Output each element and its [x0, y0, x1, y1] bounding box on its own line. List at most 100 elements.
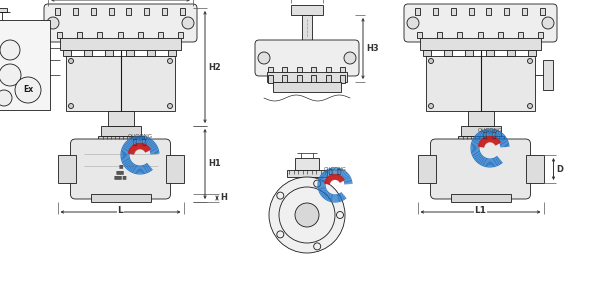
Circle shape: [0, 90, 12, 106]
Text: QUGONG: QUGONG: [477, 127, 503, 132]
Circle shape: [344, 52, 356, 64]
Bar: [458, 136, 503, 141]
Circle shape: [167, 103, 173, 109]
Bar: [287, 170, 327, 177]
Bar: [538, 32, 543, 38]
Circle shape: [295, 203, 319, 227]
Bar: [126, 50, 134, 56]
Text: D: D: [556, 164, 563, 173]
Bar: [63, 50, 71, 56]
Bar: [340, 67, 345, 72]
Bar: [144, 8, 149, 15]
Bar: [295, 158, 319, 170]
Bar: [450, 194, 510, 202]
FancyBboxPatch shape: [44, 4, 197, 42]
Circle shape: [258, 52, 270, 64]
Circle shape: [429, 58, 433, 64]
Bar: [180, 8, 185, 15]
FancyBboxPatch shape: [404, 4, 557, 42]
Bar: [418, 155, 435, 183]
Bar: [291, 5, 323, 15]
Bar: [311, 67, 316, 72]
Bar: [90, 194, 150, 202]
Text: 渠  工: 渠 工: [133, 138, 147, 145]
Text: L1: L1: [474, 206, 486, 215]
Bar: [522, 8, 527, 15]
Circle shape: [15, 77, 41, 103]
Bar: [108, 8, 114, 15]
Bar: [417, 32, 422, 38]
Bar: [540, 8, 545, 15]
Circle shape: [527, 58, 533, 64]
Bar: [273, 82, 341, 92]
Bar: [458, 32, 462, 38]
Bar: [468, 8, 474, 15]
Bar: [0, 8, 7, 12]
Bar: [433, 8, 438, 15]
Circle shape: [47, 17, 59, 29]
Text: H2: H2: [208, 62, 221, 71]
Bar: [465, 50, 473, 56]
Bar: [108, 111, 134, 126]
Bar: [178, 32, 183, 38]
Bar: [55, 8, 60, 15]
Bar: [268, 67, 273, 72]
Bar: [162, 8, 167, 15]
Bar: [486, 50, 494, 56]
Bar: [420, 38, 541, 50]
Bar: [84, 50, 92, 56]
Circle shape: [527, 103, 533, 109]
Bar: [507, 50, 515, 56]
Bar: [311, 75, 316, 83]
Bar: [105, 50, 113, 56]
Circle shape: [542, 17, 554, 29]
Text: QUGONG: QUGONG: [324, 166, 346, 171]
Text: Ex: Ex: [23, 85, 33, 94]
Bar: [444, 50, 452, 56]
Bar: [282, 75, 287, 83]
Bar: [423, 50, 431, 56]
FancyBboxPatch shape: [430, 139, 530, 199]
Bar: [98, 136, 143, 141]
Bar: [77, 32, 82, 38]
Circle shape: [407, 17, 419, 29]
Bar: [426, 56, 535, 111]
Bar: [98, 32, 102, 38]
Bar: [267, 72, 347, 82]
Bar: [340, 75, 345, 83]
Text: H1: H1: [208, 160, 221, 169]
Bar: [166, 155, 184, 183]
Text: 渠  工: 渠 工: [483, 131, 497, 138]
Bar: [543, 60, 553, 90]
Bar: [415, 8, 420, 15]
Bar: [486, 8, 491, 15]
Bar: [57, 32, 62, 38]
Circle shape: [0, 40, 20, 60]
Bar: [468, 111, 494, 126]
Bar: [101, 126, 140, 136]
Text: ■
■■
■■■: ■ ■■ ■■■: [114, 164, 128, 179]
Bar: [461, 126, 500, 136]
Bar: [91, 8, 96, 15]
Bar: [73, 8, 78, 15]
Bar: [437, 32, 442, 38]
Text: H: H: [220, 194, 227, 202]
Bar: [0, 20, 50, 110]
FancyBboxPatch shape: [255, 40, 359, 76]
Bar: [504, 8, 509, 15]
Bar: [282, 67, 287, 72]
Circle shape: [167, 58, 173, 64]
Bar: [117, 32, 122, 38]
Bar: [498, 32, 503, 38]
Text: 渠  工: 渠 工: [329, 170, 341, 175]
Bar: [326, 67, 330, 72]
Bar: [526, 155, 544, 183]
Bar: [58, 155, 75, 183]
Bar: [147, 50, 155, 56]
FancyBboxPatch shape: [70, 139, 170, 199]
Circle shape: [182, 17, 194, 29]
Bar: [268, 75, 273, 83]
Bar: [297, 67, 302, 72]
Circle shape: [69, 103, 73, 109]
Circle shape: [269, 177, 345, 253]
